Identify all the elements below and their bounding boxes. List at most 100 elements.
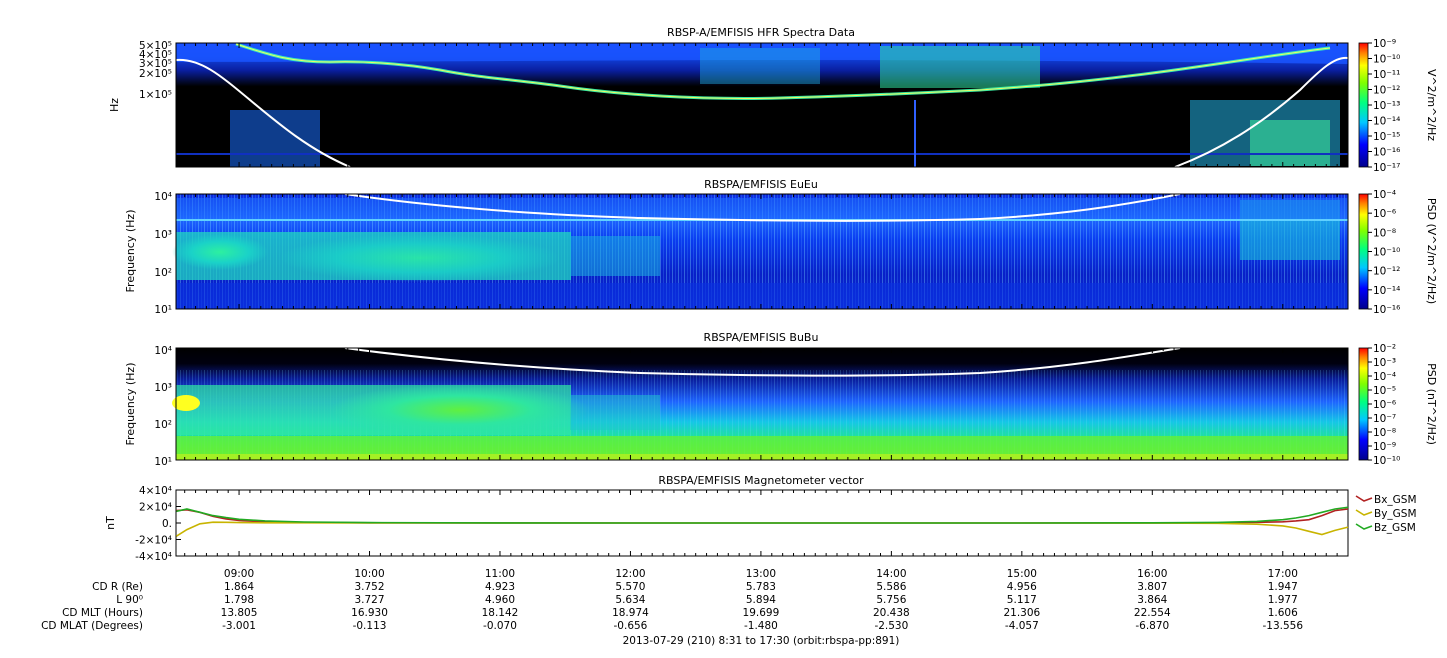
mag-series [175, 506, 1349, 537]
legend-swatch [1355, 509, 1373, 516]
ephemeris-value: -2.530 [874, 620, 908, 632]
colorbar-tick-label: 10⁻¹⁴ [1373, 285, 1400, 297]
eueu-y-ticks: 10⁴ 10³ 10² 10¹ [154, 191, 172, 316]
bubu-cutoff-curve [344, 347, 1181, 377]
hfr-y-axis-label: Hz [108, 98, 121, 112]
hfr-panel: RBSP-A/EMFISIS HFR Spectra Data 5×10⁵ 4×… [108, 26, 1438, 174]
ephemeris-value: 16.930 [351, 607, 388, 619]
colorbar-tick-label: 10⁻³ [1373, 357, 1396, 369]
x-tick-label: 17:00 [1268, 568, 1298, 580]
ephemeris-value: 3.752 [354, 581, 384, 593]
mag-panel: RBSPA/EMFISIS Magnetometer vector 4×10⁴ 2… [104, 474, 1417, 563]
footer-time-range: 2013-07-29 (210) 8:31 to 17:30 (orbit:rb… [623, 635, 900, 647]
hfr-y-tick-label: 1×10⁵ [139, 89, 172, 101]
ephemeris-value: 19.699 [743, 607, 780, 619]
colorbar-tick-label: 10⁻¹⁰ [1373, 54, 1400, 66]
eueu-colorbar-label: PSD (V^2/m^2/Hz) [1425, 198, 1438, 304]
ephemeris-value: 3.864 [1137, 594, 1167, 606]
ephemeris-value: -6.870 [1135, 620, 1169, 632]
colorbar-tick-label: 10⁻¹⁴ [1373, 116, 1400, 128]
mag-y-tick-label: 0. [162, 518, 172, 530]
eueu-colorbar-ticks: 10⁻⁴ 10⁻⁶ 10⁻⁸ 10⁻¹⁰ 10⁻¹² 10⁻¹⁴ 10⁻¹⁶ [1368, 189, 1400, 316]
eueu-panel: RBSPA/EMFISIS EuEu 10⁴ 10³ 10² 10¹ Frequ… [124, 178, 1438, 316]
bubu-y-tick-label: 10³ [154, 382, 172, 394]
eueu-y-axis-label: Frequency (Hz) [124, 210, 137, 293]
ephemeris-value: -4.057 [1005, 620, 1039, 632]
colorbar-tick-label: 10⁻¹⁶ [1373, 304, 1400, 316]
x-tick-label: 11:00 [485, 568, 515, 580]
bubu-y-tick-label: 10¹ [154, 456, 172, 468]
bubu-frame [175, 347, 1349, 461]
mag-y-axis-label: nT [104, 516, 117, 530]
ephemeris-value: 3.727 [354, 594, 384, 606]
x-axis-ticks: 09:00 10:00 11:00 12:00 13:00 14:00 15:00 16:00… [184, 43, 1349, 580]
ephemeris-row-label: CD R (Re) [92, 581, 143, 593]
x-tick-label: 16:00 [1137, 568, 1167, 580]
mag-y-tick-label: -4×10⁴ [135, 551, 172, 563]
colorbar-tick-label: 10⁻¹⁷ [1373, 162, 1400, 174]
legend-label: Bx_GSM [1374, 494, 1417, 506]
colorbar-tick-label: 10⁻¹⁵ [1373, 131, 1400, 143]
ephemeris-value: 21.306 [1003, 607, 1040, 619]
ephemeris-value: 5.570 [615, 581, 645, 593]
bubu-low-edge [176, 454, 1348, 460]
legend-label: Bz_GSM [1374, 522, 1416, 534]
hfr-gyrofrequency-curve [175, 56, 1349, 168]
eueu-emission-blob [172, 234, 268, 270]
hfr-colorbar [1358, 42, 1369, 168]
ephemeris-value: -0.070 [483, 620, 517, 632]
bubu-emission-blob [172, 395, 200, 411]
ephemeris-value: -0.113 [353, 620, 387, 632]
x-tick-label: 09:00 [224, 568, 254, 580]
x-tick-label: 14:00 [876, 568, 906, 580]
hfr-upper-hybrid-line-core [235, 43, 1331, 99]
x-tick-label: 12:00 [615, 568, 645, 580]
hfr-y-ticks: 5×10⁵ 4×10⁵ 3×10⁵ 2×10⁵ 1×10⁵ [139, 40, 172, 101]
colorbar-tick-label: 10⁻⁹ [1373, 38, 1396, 50]
ephemeris-value: 5.783 [746, 581, 776, 593]
colorbar-tick-label: 10⁻¹⁰ [1373, 247, 1400, 259]
bubu-y-ticks: 10⁴ 10³ 10² 10¹ [154, 345, 172, 468]
colorbar-tick-label: 10⁻⁵ [1373, 385, 1396, 397]
x-tick-label: 15:00 [1007, 568, 1037, 580]
ephemeris-value: 5.756 [876, 594, 906, 606]
mag-y-tick-label: -2×10⁴ [135, 535, 172, 547]
ephemeris-value: -0.656 [614, 620, 648, 632]
bubu-emission-blob [330, 384, 590, 436]
ephemeris-value: 20.438 [873, 607, 910, 619]
ephemeris-row-label: CD MLT (Hours) [62, 607, 143, 619]
hfr-title: RBSP-A/EMFISIS HFR Spectra Data [667, 26, 855, 39]
hfr-bottom-band [176, 153, 1348, 155]
eueu-y-tick-label: 10³ [154, 229, 172, 241]
hfr-activity-cluster [880, 46, 1040, 88]
colorbar-tick-label: 10⁻¹³ [1373, 100, 1400, 112]
ephemeris-value: 1.947 [1268, 581, 1298, 593]
x-tick-label: 13:00 [746, 568, 776, 580]
colorbar-tick-label: 10⁻⁶ [1373, 208, 1396, 220]
ephemeris-value: -1.480 [744, 620, 778, 632]
hfr-upper-noise-band [176, 43, 1348, 64]
mag-y-tick-label: 2×10⁴ [139, 502, 172, 514]
hfr-colorbar-ticks: 10⁻⁹ 10⁻¹⁰ 10⁻¹¹ 10⁻¹² 10⁻¹³ 10⁻¹⁴ 10⁻¹⁵ 10⁻¹⁶ 1… [1368, 38, 1400, 174]
hfr-y-tick-label: 4×10⁵ [139, 49, 172, 61]
ephemeris-value: 1.606 [1268, 607, 1298, 619]
hfr-y-tick-label: 3×10⁵ [139, 58, 172, 70]
eueu-emission-band [570, 236, 660, 276]
hfr-vertical-spike [914, 100, 916, 167]
ephemeris-value: 13.805 [221, 607, 258, 619]
bubu-colorbar-label: PSD (nT^2/Hz) [1425, 363, 1438, 445]
ephemeris-value: 18.974 [612, 607, 649, 619]
ephemeris-value: 5.117 [1007, 594, 1037, 606]
mag-series-line-bz_gsm [176, 506, 1349, 524]
ephemeris-value: 5.894 [746, 594, 776, 606]
bubu-y-axis-label: Frequency (Hz) [124, 363, 137, 446]
hfr-activity-cluster [1250, 120, 1330, 166]
colorbar-tick-label: 10⁻⁸ [1373, 427, 1396, 439]
colorbar-tick-label: 10⁻⁶ [1373, 399, 1396, 411]
eueu-emission-blob [280, 234, 560, 282]
ephemeris-row-label: CD MLAT (Degrees) [41, 620, 143, 632]
legend-swatch [1355, 523, 1373, 530]
colorbar-tick-label: 10⁻¹¹ [1373, 69, 1400, 81]
ephemeris-value: 5.634 [615, 594, 645, 606]
eueu-cutoff-curve [344, 193, 1181, 222]
